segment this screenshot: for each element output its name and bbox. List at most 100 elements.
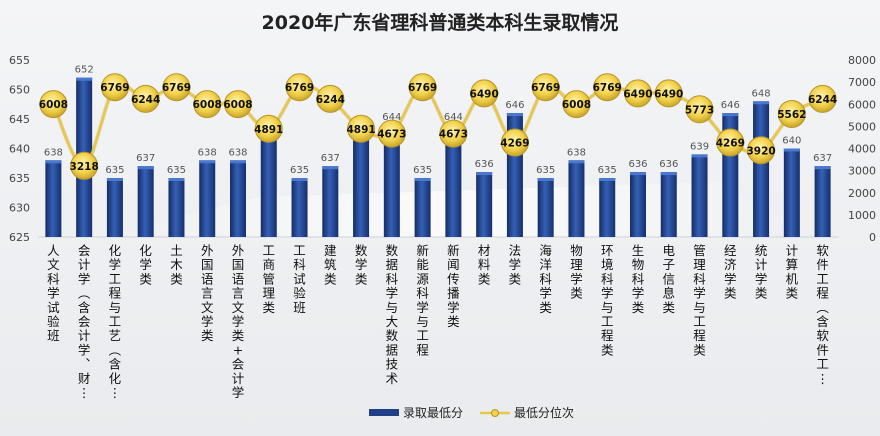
marker-value-label: 6769 xyxy=(285,82,314,94)
right-tick-label: 4000 xyxy=(848,143,876,156)
category-label: 化学类 xyxy=(139,243,152,286)
bar xyxy=(568,160,585,237)
category-label: 环境科学与工程类 xyxy=(601,243,614,357)
bar xyxy=(353,130,370,237)
bar-top xyxy=(291,178,308,181)
right-tick-label: 6000 xyxy=(848,98,876,111)
left-tick-label: 645 xyxy=(9,113,30,126)
bar-value-label: 652 xyxy=(75,65,94,76)
bar-value-label: 637 xyxy=(321,153,340,164)
bar-value-label: 635 xyxy=(167,165,186,176)
bar-top xyxy=(783,148,800,152)
marker-value-label: 6244 xyxy=(808,94,837,106)
bar-top xyxy=(199,160,216,164)
bar-top xyxy=(537,178,554,181)
category-label: 法学类 xyxy=(509,243,522,286)
bar-value-label: 640 xyxy=(782,136,801,147)
right-tick-label: 7000 xyxy=(848,76,876,89)
right-tick-label: 1000 xyxy=(848,209,876,222)
bar xyxy=(260,130,277,237)
bar-top xyxy=(753,101,770,105)
category-label: 数据科学与大数据技术 xyxy=(386,243,399,386)
bar-value-label: 635 xyxy=(105,165,124,176)
marker-value-label: 6244 xyxy=(316,94,345,106)
bar-value-label: 635 xyxy=(290,165,309,176)
left-tick-label: 640 xyxy=(9,143,30,156)
line-marker xyxy=(439,119,468,148)
left-tick-label: 635 xyxy=(9,172,30,185)
marker-value-label: 3920 xyxy=(746,145,775,157)
line-marker xyxy=(777,99,806,128)
line-marker xyxy=(716,128,745,157)
category-label: 会计学︵含会计学︑财⋮ xyxy=(78,243,91,400)
bar-value-label: 646 xyxy=(505,100,524,111)
category-label: 土木类 xyxy=(170,243,183,286)
left-axis: 625 630 635 640 645 650 655 xyxy=(9,54,30,244)
bar-value-label: 638 xyxy=(44,147,63,158)
line-marker xyxy=(316,84,345,113)
marker-value-label: 6008 xyxy=(39,99,68,111)
bar-value-label: 646 xyxy=(721,100,740,111)
bar xyxy=(691,154,708,237)
bar-value-label: 635 xyxy=(598,165,617,176)
line-marker xyxy=(377,119,406,148)
bar xyxy=(660,172,677,237)
bar xyxy=(414,178,431,237)
plot-background xyxy=(38,182,838,238)
category-label: 人文科学试验班 xyxy=(47,243,60,343)
right-tick-label: 3000 xyxy=(848,165,876,178)
category-label: 材料类 xyxy=(478,243,491,286)
bar xyxy=(168,178,185,237)
category-label: 经济学类 xyxy=(724,243,737,301)
right-tick-label: 8000 xyxy=(848,54,876,67)
bar xyxy=(106,178,123,237)
bar xyxy=(137,166,154,237)
bar-top xyxy=(691,154,708,158)
line-marker xyxy=(470,79,499,108)
left-tick-label: 655 xyxy=(9,54,30,67)
marker-value-label: 6008 xyxy=(223,99,252,111)
bar xyxy=(630,172,646,237)
bar-top xyxy=(630,172,646,176)
legend[interactable]: 录取最低分 最低分位次 xyxy=(369,405,574,420)
line-marker xyxy=(193,90,222,119)
right-axis: 0 1000 2000 3000 4000 5000 6000 7000 8000 xyxy=(848,54,876,244)
bar-top xyxy=(230,160,246,164)
category-label: 数学类 xyxy=(355,243,368,286)
marker-value-label: 6008 xyxy=(562,99,591,111)
line-marker xyxy=(562,90,591,119)
chart-title: 2020年广东省理科普通类本科生录取情况 xyxy=(262,11,619,34)
bar xyxy=(199,160,216,237)
bar-top xyxy=(722,113,739,117)
line-marker xyxy=(224,90,252,119)
bar-value-label: 637 xyxy=(136,153,155,164)
bar xyxy=(291,178,308,237)
bar-top xyxy=(168,178,185,181)
bar-value-labels: 6386526356376356386386436356376436446356… xyxy=(44,65,832,176)
category-label: 统计学类 xyxy=(755,243,768,301)
bar-top xyxy=(414,178,431,181)
bar xyxy=(599,178,616,237)
line-marker xyxy=(70,151,99,180)
category-label: 海洋科学类 xyxy=(539,243,552,315)
marker-value-label: 6769 xyxy=(408,82,437,94)
marker-value-label: 4891 xyxy=(254,124,283,136)
category-label: 生物科学类 xyxy=(632,243,645,315)
bar xyxy=(537,178,554,237)
line-marker xyxy=(500,128,529,157)
bar xyxy=(476,172,493,237)
category-label: 软件工程︵含软件工⋮ xyxy=(816,243,829,386)
line-marker xyxy=(531,73,560,102)
marker-value-label: 5562 xyxy=(777,109,806,121)
bar-top xyxy=(568,160,585,164)
category-labels: 人文科学试验班 会计学︵含会计学︑财⋮ 化学工程与工艺︵含化⋮ 化学类 土木类 外国语言文… xyxy=(47,243,829,400)
bar-value-label: 635 xyxy=(413,165,432,176)
marker-value-label: 6769 xyxy=(162,82,191,94)
bar-top xyxy=(106,178,123,181)
bar xyxy=(45,160,62,237)
marker-value-label: 6769 xyxy=(100,82,129,94)
bar-value-label: 644 xyxy=(382,112,401,123)
legend-bar-label: 录取最低分 xyxy=(403,406,463,420)
